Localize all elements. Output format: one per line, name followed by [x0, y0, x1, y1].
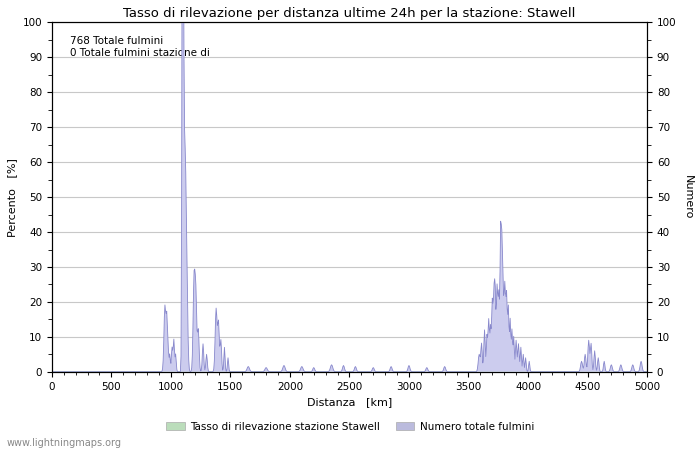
Legend: Tasso di rilevazione stazione Stawell, Numero totale fulmini: Tasso di rilevazione stazione Stawell, N…	[162, 418, 538, 436]
Text: www.lightningmaps.org: www.lightningmaps.org	[7, 438, 122, 448]
Title: Tasso di rilevazione per distanza ultime 24h per la stazione: Stawell: Tasso di rilevazione per distanza ultime…	[123, 7, 575, 20]
Text: 768 Totale fulmini
0 Totale fulmini stazione di: 768 Totale fulmini 0 Totale fulmini staz…	[70, 36, 209, 58]
Y-axis label: Percento   [%]: Percento [%]	[7, 158, 17, 237]
Y-axis label: Numero: Numero	[683, 175, 693, 219]
X-axis label: Distanza   [km]: Distanza [km]	[307, 397, 392, 407]
